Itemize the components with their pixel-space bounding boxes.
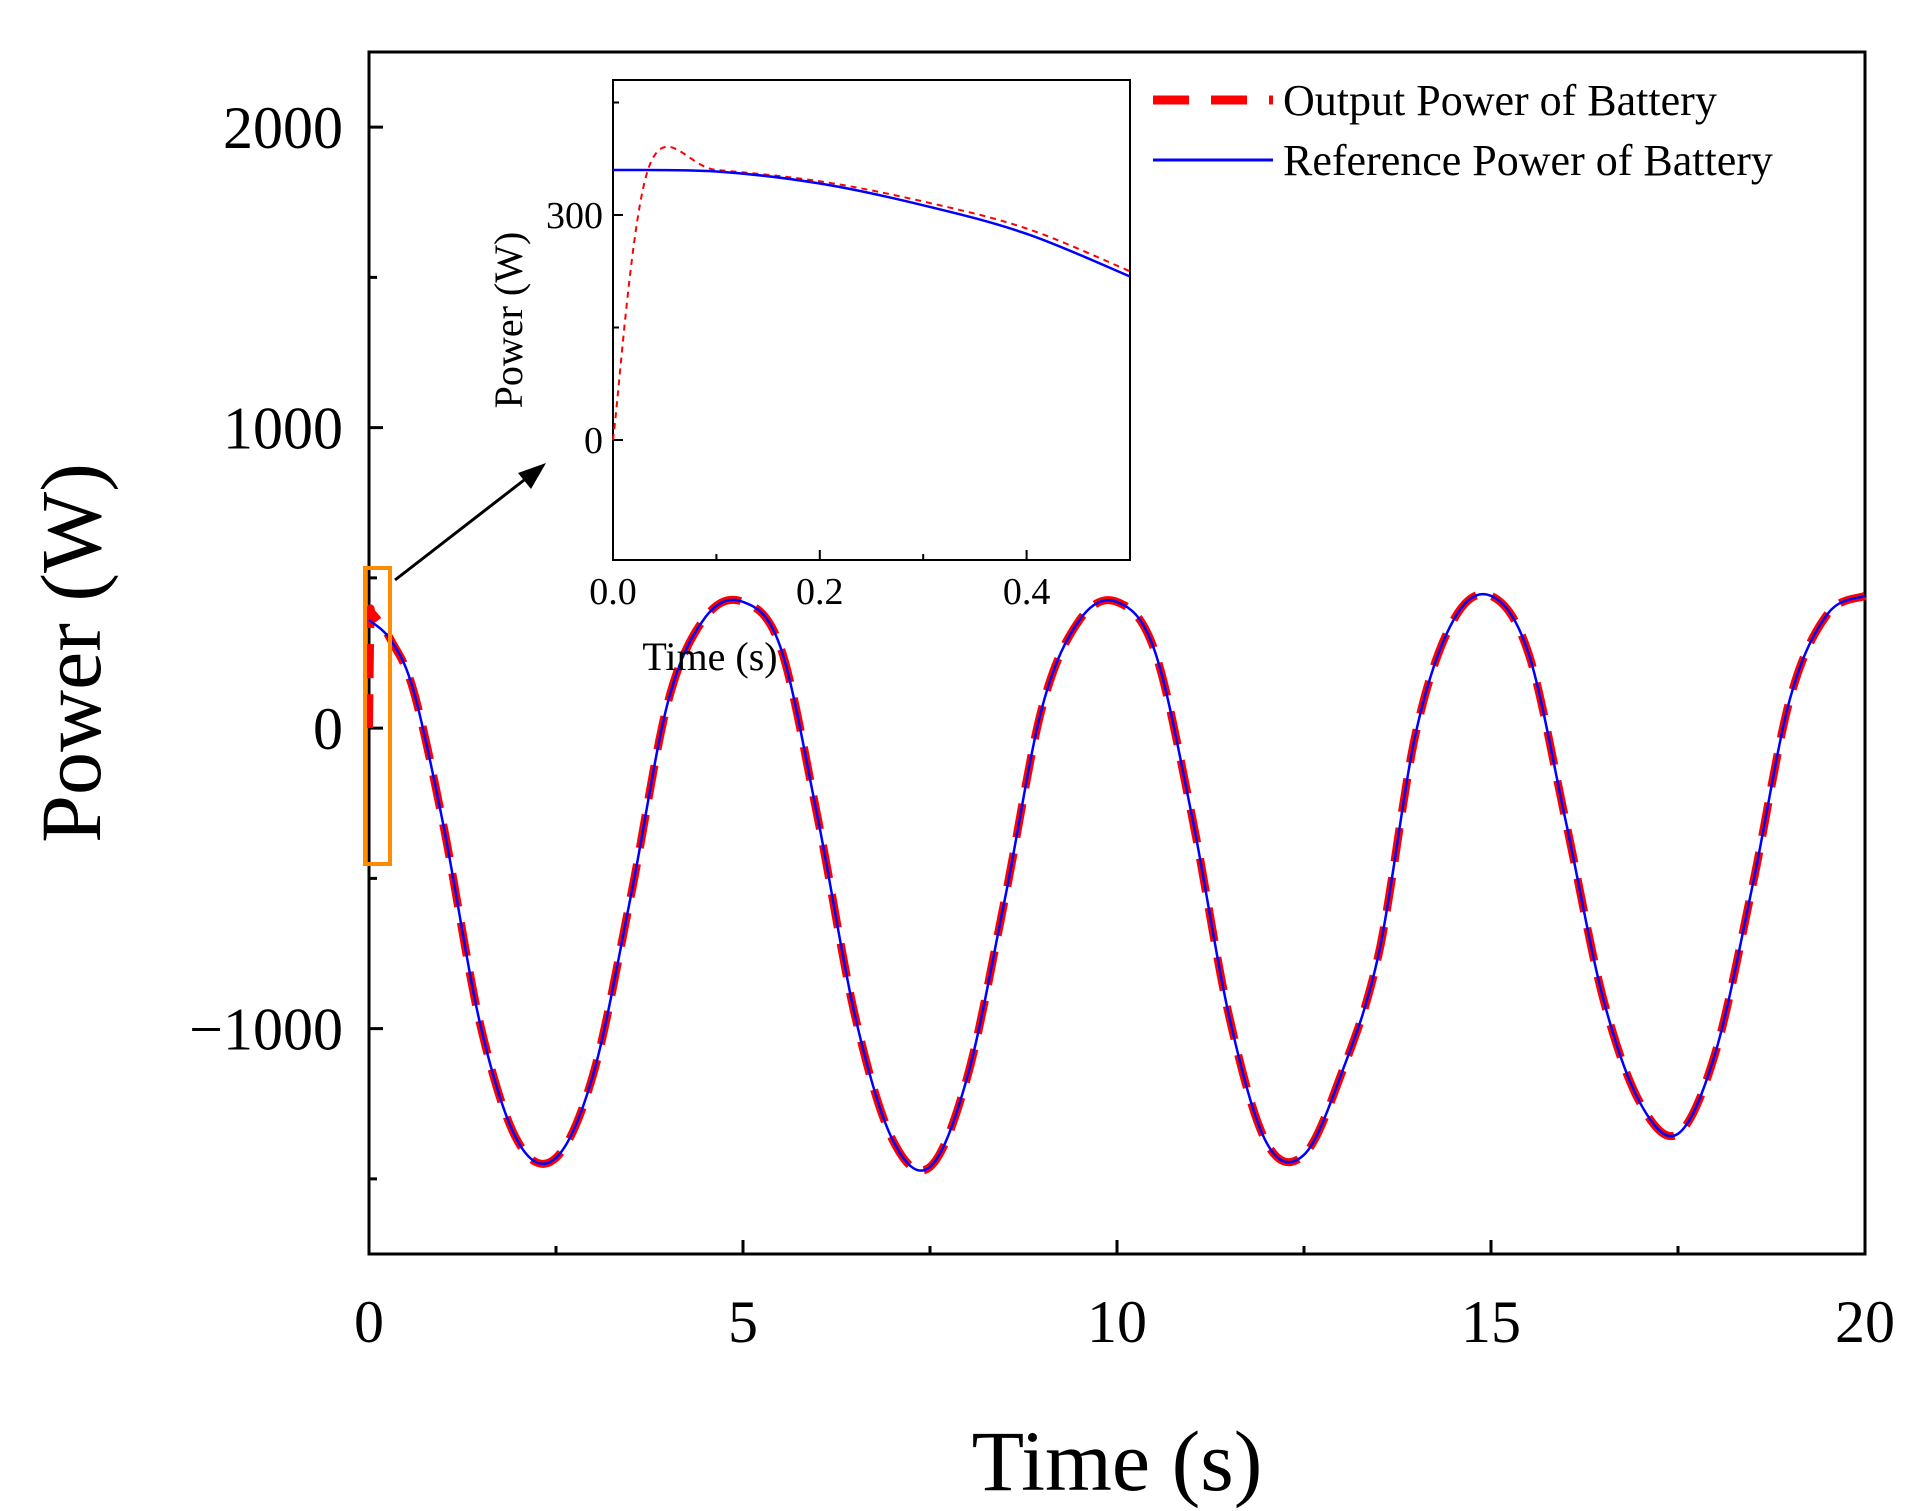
main-x-tick-label: 20 <box>1835 1289 1895 1355</box>
inset-reference-power-line <box>612 168 1131 278</box>
main-axes: 0 5 10 15 20 2000 1000 0 −1000 <box>189 95 1895 1355</box>
main-x-tick-label: 10 <box>1087 1289 1147 1355</box>
legend-label-output: Output Power of Battery <box>1283 76 1717 125</box>
inset-plot-area <box>612 79 1131 561</box>
inset-x-axis-title: Time (s) <box>642 634 777 679</box>
inset-y-tick-label: 300 <box>546 195 603 237</box>
main-y-tick-label: −1000 <box>189 997 343 1063</box>
main-y-tick-label: 2000 <box>223 95 343 161</box>
legend-label-reference: Reference Power of Battery <box>1283 136 1773 185</box>
inset-x-tick-label: 0.2 <box>796 571 844 613</box>
main-reference-power-line <box>368 592 1866 1172</box>
inset-y-tick-label: 0 <box>584 420 603 462</box>
main-x-tick-label: 0 <box>354 1289 384 1355</box>
legend: Output Power of Battery Reference Power … <box>1153 76 1773 185</box>
main-y-axis-title: Power (W) <box>23 463 119 843</box>
main-y-tick-label: 0 <box>313 696 343 762</box>
inset-x-tick-label: 0.4 <box>1003 571 1051 613</box>
main-y-tick-label: 1000 <box>223 396 343 462</box>
inset-output-power-line <box>612 145 1131 441</box>
main-x-tick-label: 5 <box>728 1289 758 1355</box>
main-x-axis-title: Time (s) <box>972 1413 1263 1509</box>
inset-y-axis-title: Power (W) <box>486 232 531 409</box>
inset-series <box>612 145 1131 441</box>
zoom-arrow <box>394 463 546 582</box>
main-series <box>365 590 1867 1175</box>
zoom-region-box <box>363 566 392 866</box>
inset-axes: 0.0 0.2 0.4 300 0 <box>546 101 1131 613</box>
main-x-tick-label: 15 <box>1461 1289 1521 1355</box>
main-output-power-line <box>365 590 1867 1175</box>
inset-x-tick-label: 0.0 <box>589 571 637 613</box>
